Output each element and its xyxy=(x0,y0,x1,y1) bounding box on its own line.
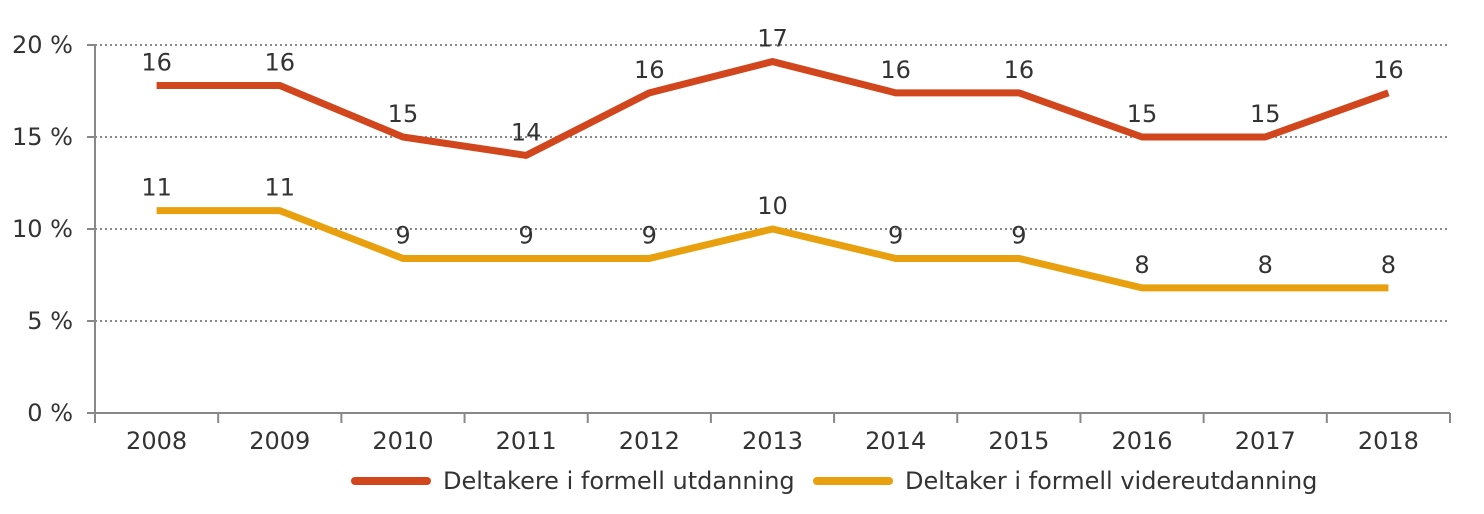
series-line-1 xyxy=(156,58,1390,159)
x-tick-label: 2009 xyxy=(249,427,310,455)
y-tick-label: 15 % xyxy=(12,123,73,151)
data-label: 10 xyxy=(757,192,788,220)
gridlines xyxy=(95,44,1450,322)
data-label: 15 xyxy=(1250,100,1281,128)
legend-label: Deltaker i formell videreutdanning xyxy=(905,467,1317,495)
data-label: 9 xyxy=(1011,221,1026,249)
data-label: 9 xyxy=(395,221,410,249)
series-lines xyxy=(156,58,1390,292)
y-tick-label: 20 % xyxy=(12,31,73,59)
data-label: 16 xyxy=(880,56,911,84)
data-label: 11 xyxy=(141,174,172,202)
data-label: 16 xyxy=(1004,56,1035,84)
data-labels: 16 16 15 14 16 17 16 16 15 15 16 11 11 9 9 9 10 9 9 8 8 8 xyxy=(141,25,1403,279)
data-label: 16 xyxy=(264,48,295,76)
legend-label: Deltakere i formell utdanning xyxy=(443,467,795,495)
x-tick-label: 2011 xyxy=(496,427,557,455)
x-tick-label: 2016 xyxy=(1112,427,1173,455)
x-tick-label: 2018 xyxy=(1358,427,1419,455)
data-label: 11 xyxy=(264,174,295,202)
y-tick-label: 10 % xyxy=(12,215,73,243)
y-axis-ticks: 0 % 5 % 10 % 15 % 20 % xyxy=(12,31,73,427)
x-tick-label: 2010 xyxy=(372,427,433,455)
axes xyxy=(87,44,1451,423)
data-label: 9 xyxy=(888,221,903,249)
x-tick-label: 2012 xyxy=(619,427,680,455)
data-label: 16 xyxy=(1373,56,1404,84)
data-label: 14 xyxy=(511,118,542,146)
data-label: 15 xyxy=(388,100,419,128)
y-tick-label: 5 % xyxy=(27,307,73,335)
x-tick-label: 2014 xyxy=(865,427,926,455)
x-tick-label: 2015 xyxy=(988,427,1049,455)
x-tick-label: 2008 xyxy=(126,427,187,455)
data-label: 8 xyxy=(1381,251,1396,279)
data-label: 17 xyxy=(757,25,788,53)
x-axis-ticks: 2008 2009 2010 2011 2012 2013 2014 2015 2016 2017… xyxy=(126,427,1419,455)
data-label: 8 xyxy=(1134,251,1149,279)
data-label: 8 xyxy=(1258,251,1273,279)
data-label: 9 xyxy=(642,221,657,249)
x-tick-label: 2013 xyxy=(742,427,803,455)
x-tick-label: 2017 xyxy=(1235,427,1296,455)
data-label: 15 xyxy=(1127,100,1158,128)
legend: Deltakere i formell utdanning Deltaker i … xyxy=(351,467,1317,495)
data-label: 16 xyxy=(634,56,665,84)
data-label: 16 xyxy=(141,48,172,76)
data-label: 9 xyxy=(518,221,533,249)
y-tick-label: 0 % xyxy=(27,399,73,427)
series-line-2 xyxy=(156,207,1389,292)
